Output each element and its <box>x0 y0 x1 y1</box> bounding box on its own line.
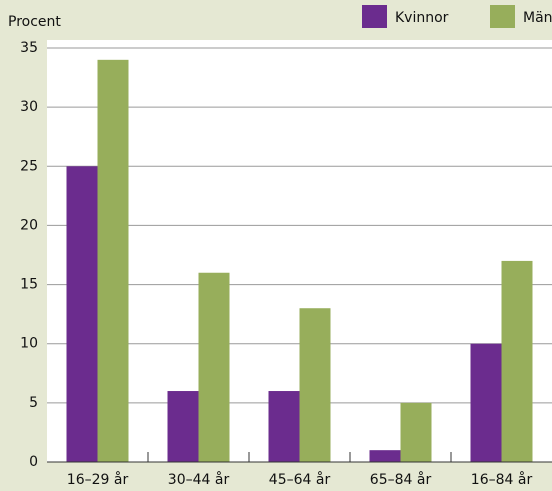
y-tick-label: 30 <box>20 99 38 115</box>
y-tick-label: 20 <box>20 217 38 233</box>
x-tick-label: 30–44 år <box>168 471 230 488</box>
bar <box>97 59 129 462</box>
bar <box>400 402 432 462</box>
y-tick-label: 15 <box>20 277 38 293</box>
x-tick-label: 16–84 år <box>471 471 533 488</box>
y-tick-label: 0 <box>29 454 38 470</box>
y-tick-label: 35 <box>20 40 38 56</box>
x-tick-label: 65–84 år <box>370 471 432 488</box>
bar <box>299 308 331 462</box>
x-tick-label: 16–29 år <box>67 471 129 488</box>
y-tick-label: 5 <box>29 395 38 411</box>
legend-label: Kvinnor <box>395 10 449 26</box>
y-axis-label: Procent <box>8 14 61 30</box>
bar <box>198 272 230 462</box>
legend-label: Män <box>523 10 552 26</box>
x-tick-label: 45–64 år <box>269 471 331 488</box>
bar <box>501 260 533 462</box>
y-tick-label: 25 <box>20 158 38 174</box>
legend-swatch <box>490 5 515 28</box>
bar <box>470 343 502 462</box>
bar <box>369 450 401 462</box>
legend-swatch <box>362 5 387 28</box>
bar <box>167 391 199 462</box>
y-tick-label: 10 <box>20 336 38 352</box>
bar <box>66 166 98 463</box>
bar <box>268 391 300 462</box>
